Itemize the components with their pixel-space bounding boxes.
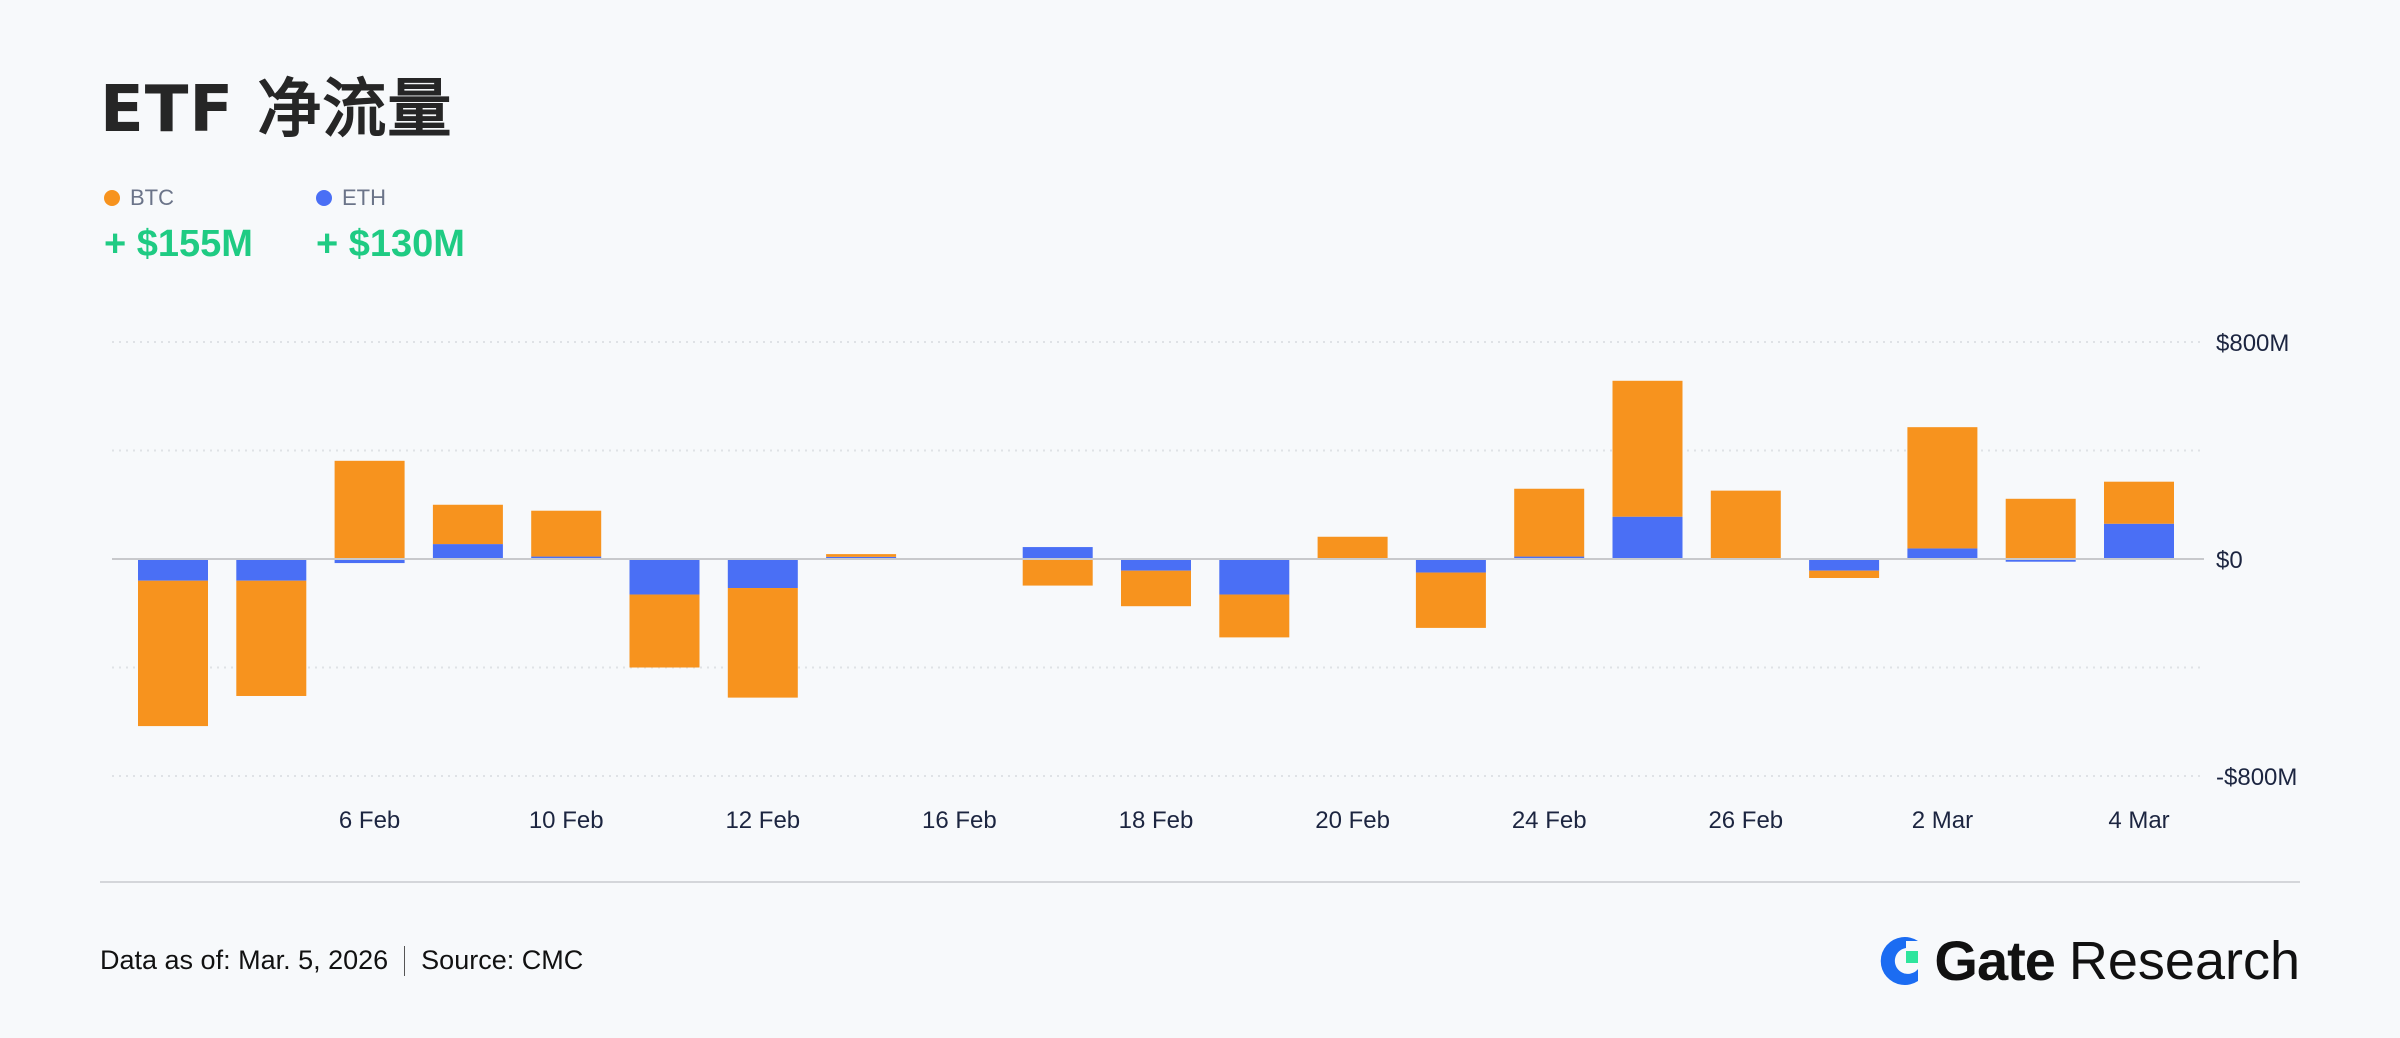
legend-label: ETH	[342, 185, 386, 210]
bar-eth	[1121, 559, 1191, 571]
bar-eth	[2005, 559, 2076, 562]
bar-btc	[727, 588, 798, 698]
bar-eth	[236, 559, 307, 581]
bar-eth	[1219, 559, 1290, 595]
btc-dot-icon	[104, 190, 120, 206]
bar-btc	[1710, 490, 1781, 559]
chart-title: ETF 净流量	[100, 73, 453, 147]
bar-eth	[727, 559, 798, 589]
x-tick-label: 20 Feb	[1315, 807, 1390, 834]
legend-value: + $155M	[104, 223, 253, 265]
bar-btc	[826, 554, 897, 557]
bar-btc	[1907, 427, 1978, 549]
legend-eth: ETH + $130M	[316, 185, 465, 266]
footer: Data as of: Mar. 5, 2026 Source: CMC	[100, 945, 583, 976]
y-tick-label: -$800M	[2216, 764, 2297, 791]
y-tick-label: $0	[2216, 547, 2243, 574]
bar-eth	[138, 559, 208, 581]
legend-label: BTC	[130, 185, 174, 210]
legend-btc: BTC + $155M	[104, 185, 253, 266]
bar-btc	[1415, 572, 1486, 628]
bar-btc	[1612, 380, 1683, 517]
x-tick-label: 18 Feb	[1119, 807, 1194, 834]
bar-eth	[1514, 556, 1585, 559]
data-source: Source: CMC	[421, 945, 584, 975]
bar-eth	[1415, 559, 1486, 573]
bar-btc	[138, 580, 208, 727]
bar-eth	[334, 559, 405, 564]
bar-eth	[629, 559, 700, 595]
bar-eth	[2104, 523, 2174, 559]
bar-eth	[432, 544, 503, 559]
bar-btc	[629, 594, 700, 668]
gate-research-logo: Gate Research	[1878, 928, 2300, 993]
gate-logo-icon	[1881, 936, 1919, 985]
x-tick-label: 6 Feb	[339, 807, 400, 834]
data-date: Data as of: Mar. 5, 2026	[100, 945, 389, 975]
bar-eth	[826, 556, 897, 559]
bar-btc	[1022, 559, 1093, 586]
x-tick-label: 26 Feb	[1708, 807, 1783, 834]
y-tick-label: $800M	[2216, 330, 2289, 357]
logo-brand: Gate	[1934, 929, 2055, 992]
bar-btc	[1317, 536, 1388, 559]
bar-eth	[1612, 516, 1683, 559]
bar-btc	[531, 510, 602, 557]
bar-btc	[236, 580, 307, 696]
bar-eth	[1022, 547, 1093, 559]
bar-btc	[1121, 570, 1191, 607]
x-tick-label: 16 Feb	[922, 807, 997, 834]
logo-suffix: Research	[2068, 930, 2300, 991]
eth-dot-icon	[316, 190, 332, 206]
footer-separator	[404, 945, 406, 976]
x-tick-label: 24 Feb	[1512, 807, 1587, 834]
bar-btc	[2005, 498, 2076, 559]
bar-eth	[531, 556, 602, 559]
bar-btc	[1219, 594, 1290, 638]
x-tick-label: 12 Feb	[725, 807, 800, 834]
bar-eth	[1907, 548, 1978, 559]
bar-btc	[1514, 488, 1585, 557]
bar-btc	[2104, 481, 2174, 524]
divider	[100, 881, 2300, 883]
bar-eth	[1809, 559, 1880, 571]
x-tick-label: 4 Mar	[2108, 807, 2169, 834]
legend-value: + $130M	[316, 223, 465, 265]
bar-btc	[334, 460, 405, 559]
bar-btc	[1809, 570, 1880, 578]
bar-btc	[432, 504, 503, 545]
x-tick-label: 2 Mar	[1912, 807, 1973, 834]
x-tick-label: 10 Feb	[529, 807, 604, 834]
